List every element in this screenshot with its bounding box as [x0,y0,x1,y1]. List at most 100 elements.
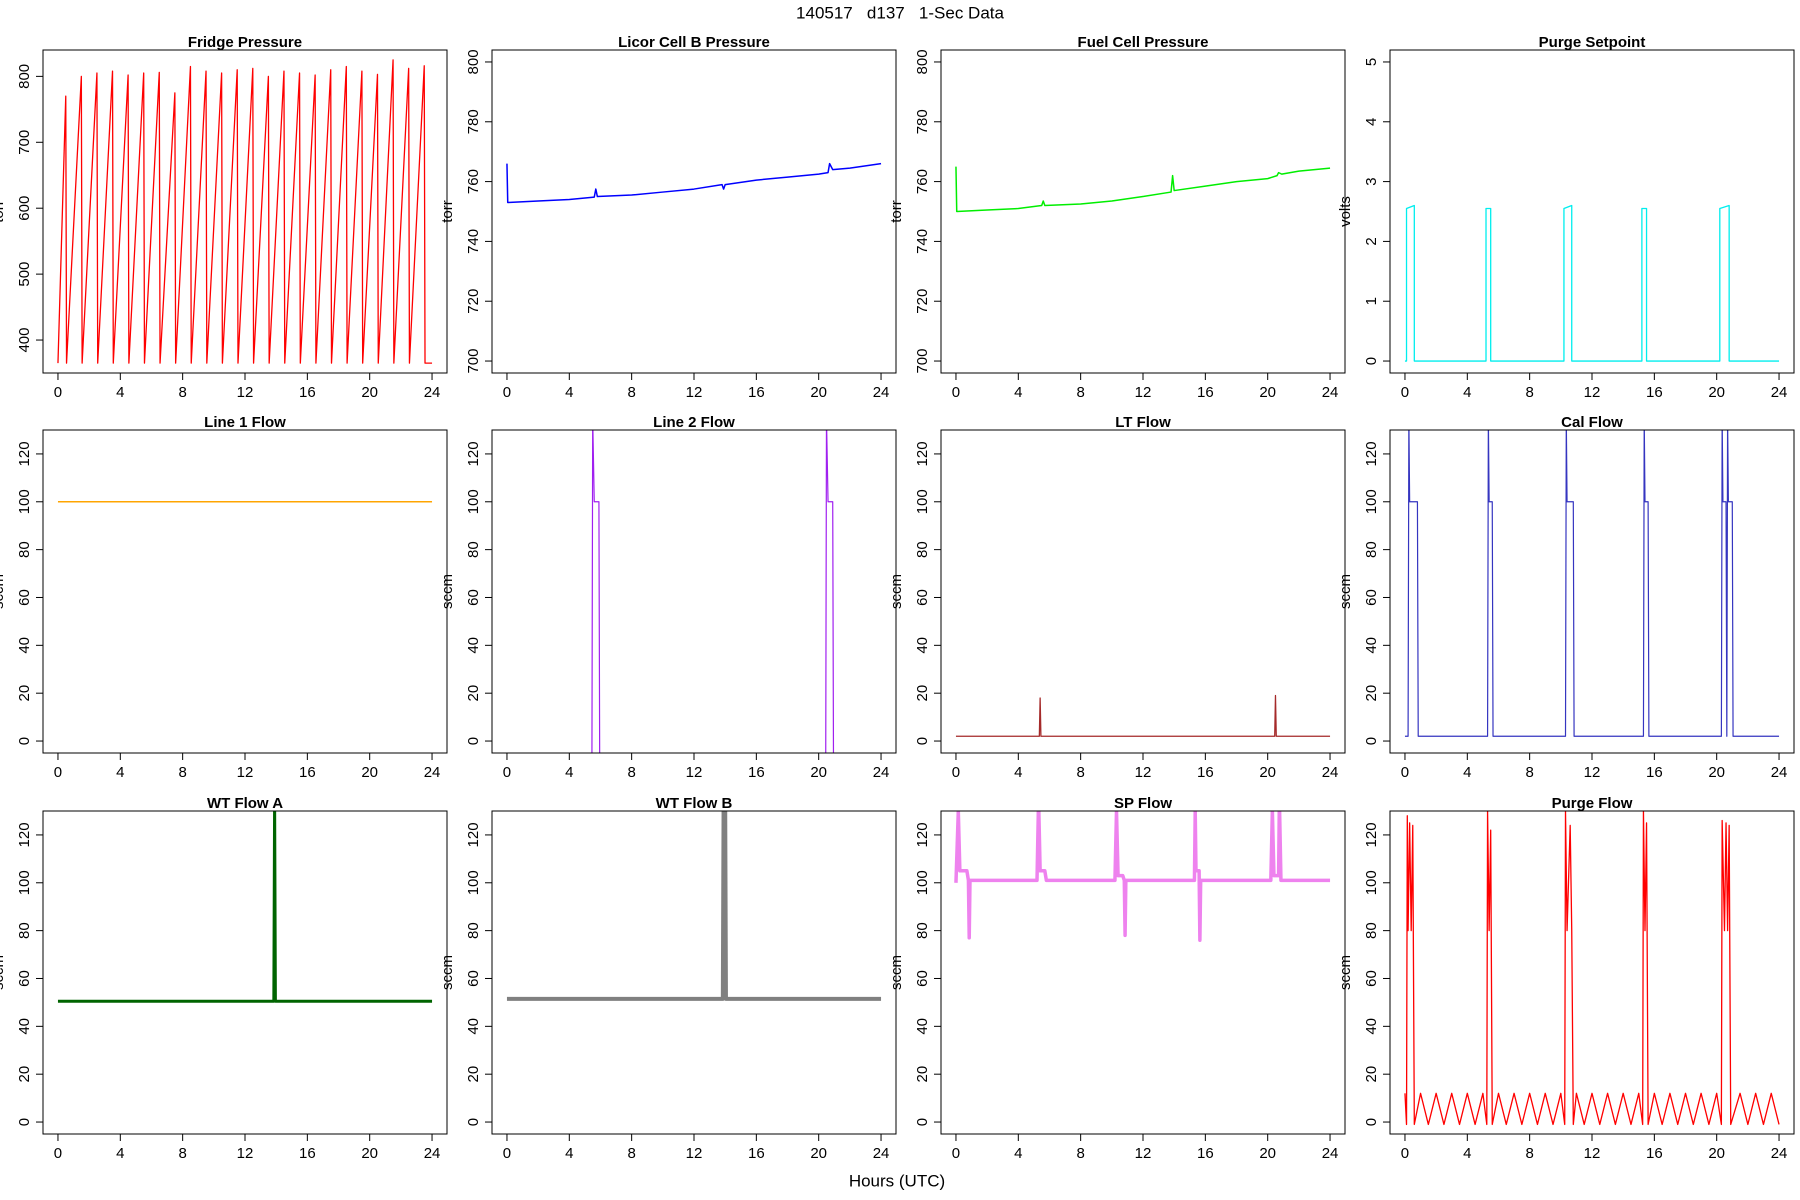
x-tick-label: 12 [1584,384,1601,401]
y-tick-label: 720 [914,289,931,314]
y-axis-label: sccm [888,574,905,609]
x-tick-label: 0 [1401,384,1409,401]
y-tick-label: 740 [465,229,482,254]
panel-title: LT Flow [1115,414,1171,431]
x-tick-label: 24 [424,384,441,401]
x-tick-label: 24 [873,764,890,781]
panel-title: Fuel Cell Pressure [1078,34,1209,51]
panel-title: Purge Flow [1552,795,1633,812]
x-tick-label: 0 [952,384,960,401]
y-tick-label: 60 [465,970,482,987]
y-tick-label: 3 [1363,177,1380,185]
x-tick-label: 8 [1076,764,1084,781]
x-tick-label: 12 [237,764,254,781]
plot-frame [491,429,897,754]
x-tick-label: 16 [1646,764,1663,781]
x-tick-label: 12 [1584,764,1601,781]
x-tick-label: 4 [565,384,573,401]
y-tick-label: 700 [16,130,33,155]
y-tick-label: 60 [16,970,33,987]
y-tick-label: 100 [465,489,482,514]
x-tick-label: 24 [1771,764,1788,781]
y-tick-label: 120 [1363,441,1380,466]
x-tick-label: 24 [1771,1145,1788,1162]
x-tick-label: 20 [1708,384,1725,401]
y-tick-label: 720 [465,289,482,314]
x-tick-label: 12 [237,384,254,401]
y-tick-label: 120 [914,441,931,466]
x-tick-label: 20 [1708,764,1725,781]
x-tick-label: 20 [810,764,827,781]
y-tick-label: 100 [465,870,482,895]
y-tick-label: 600 [16,196,33,221]
data-line [57,59,433,364]
y-tick-label: 80 [16,922,33,939]
panel-title: Line 2 Flow [653,414,735,431]
x-tick-label: 20 [1259,1145,1276,1162]
x-tick-label: 16 [299,1145,316,1162]
plot-frame [491,810,897,1135]
plot-frame [42,810,448,1135]
panel-title: Licor Cell B Pressure [618,34,770,51]
x-tick-label: 24 [873,384,890,401]
y-tick-label: 20 [465,685,482,702]
y-tick-label: 780 [465,109,482,134]
plot-frame [1389,49,1795,374]
data-line [955,694,1331,737]
x-tick-label: 8 [178,384,186,401]
y-tick-label: 60 [1363,970,1380,987]
panel-title: Purge Setpoint [1539,34,1646,51]
y-tick-label: 60 [1363,589,1380,606]
x-tick-label: 12 [237,1145,254,1162]
data-line [506,811,882,1001]
x-tick-label: 24 [873,1145,890,1162]
x-tick-label: 12 [1135,764,1152,781]
y-axis-label: sccm [0,955,7,990]
x-tick-label: 16 [748,764,765,781]
y-tick-label: 700 [914,349,931,374]
y-tick-label: 800 [914,49,931,74]
y-axis-label: sccm [1337,955,1354,990]
y-tick-label: 0 [16,737,33,745]
y-tick-label: 0 [914,737,931,745]
x-tick-label: 8 [627,1145,635,1162]
y-tick-label: 20 [465,1066,482,1083]
x-tick-label: 8 [627,384,635,401]
data-line [1404,204,1780,362]
data-line [954,811,1331,942]
x-tick-label: 24 [1771,384,1788,401]
y-tick-label: 780 [914,109,931,134]
x-tick-label: 12 [1135,1145,1152,1162]
y-axis-label: sccm [439,574,456,609]
x-tick-label: 4 [1014,1145,1022,1162]
y-tick-label: 60 [465,589,482,606]
y-tick-label: 800 [465,49,482,74]
x-tick-label: 8 [627,764,635,781]
y-tick-label: 100 [16,489,33,514]
y-tick-label: 120 [914,822,931,847]
x-tick-label: 12 [686,1145,703,1162]
y-tick-label: 20 [1363,1066,1380,1083]
plot-frame [940,429,1346,754]
y-tick-label: 760 [465,169,482,194]
y-tick-label: 80 [16,541,33,558]
y-axis-label: sccm [0,574,7,609]
y-tick-label: 20 [16,685,33,702]
y-tick-label: 0 [16,1118,33,1126]
x-tick-label: 8 [178,764,186,781]
y-tick-label: 40 [16,637,33,654]
y-tick-label: 60 [914,970,931,987]
plot-frame [940,810,1346,1135]
x-tick-label: 24 [1322,1145,1339,1162]
x-tick-label: 16 [1197,384,1214,401]
y-axis-label: sccm [1337,574,1354,609]
y-tick-label: 80 [914,922,931,939]
y-tick-label: 40 [1363,1018,1380,1035]
x-tick-label: 0 [54,384,62,401]
y-tick-label: 80 [914,541,931,558]
data-line [1404,811,1780,1126]
y-tick-label: 120 [16,822,33,847]
x-tick-label: 24 [424,1145,441,1162]
x-tick-label: 16 [748,1145,765,1162]
y-tick-label: 760 [914,169,931,194]
